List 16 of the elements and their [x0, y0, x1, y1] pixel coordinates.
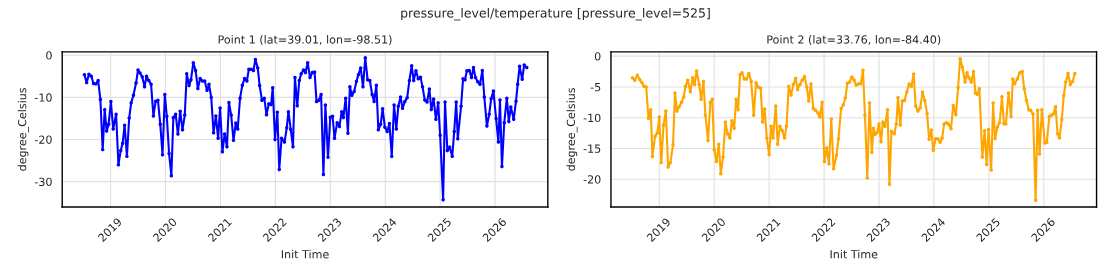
y-tick-label: 0 [46, 51, 52, 60]
y-axis-title: degree_Celsius [566, 88, 578, 171]
y-axis-title: degree_Celsius [17, 88, 29, 171]
y-tick-label: -20 [34, 135, 52, 144]
y-tick-label: 0 [594, 52, 601, 61]
y-tick-label: -15 [583, 144, 601, 153]
chart-title: Point 1 (lat=39.01, lon=-98.51) [218, 35, 392, 45]
y-tick-label: -5 [590, 83, 601, 92]
y-tick-label: -10 [583, 113, 601, 123]
chart-title: Point 2 (lat=33.76, lon=-84.40) [767, 35, 941, 45]
x-axis-title: Init Time [830, 249, 878, 259]
x-axis-title: Init Time [281, 249, 329, 259]
y-tick-label: -30 [34, 177, 52, 187]
y-tick-label: -20 [583, 175, 601, 184]
text: pressure_level/temperature [pressure_level=525] [401, 7, 710, 21]
y-tick-label: -10 [34, 93, 52, 102]
